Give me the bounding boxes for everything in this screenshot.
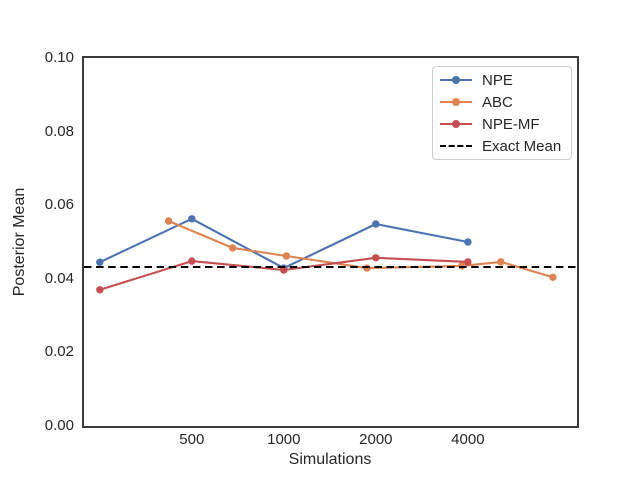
legend-label-npe-mf: NPE-MF <box>482 115 540 133</box>
legend-line-marker-icon <box>440 98 472 106</box>
legend-line-marker-icon <box>440 76 472 84</box>
legend-label-exact-mean: Exact Mean <box>482 137 562 155</box>
x-tick-label: 500 <box>179 431 205 448</box>
y-axis-label: Posterior Mean <box>11 187 28 297</box>
legend-label-npe: NPE <box>482 71 513 89</box>
legend-label-abc: ABC <box>482 93 513 111</box>
legend-dashed-line-icon <box>440 142 472 150</box>
x-axis-label: Simulations <box>288 451 372 468</box>
y-tick-label: 0.08 <box>44 122 74 140</box>
y-tick-label: 0.02 <box>44 343 74 361</box>
y-tick-label: 0.06 <box>44 196 74 214</box>
y-tick-label: 0.00 <box>44 417 74 434</box>
legend-item-npe-mf: NPE-MF <box>440 113 561 135</box>
x-tick-label: 4000 <box>451 431 485 448</box>
y-tick-label: 0.10 <box>44 49 74 66</box>
legend-item-exact-mean: Exact Mean <box>440 135 561 157</box>
plot-area: NPE ABC NPE-MF Exact Mean <box>82 56 579 428</box>
chart-canvas <box>84 215 577 294</box>
legend: NPE ABC NPE-MF Exact Mean <box>432 66 573 160</box>
legend-item-npe: NPE <box>440 69 561 91</box>
legend-line-marker-icon <box>440 120 472 128</box>
x-tick-label: 1000 <box>267 431 301 448</box>
x-tick-label: 2000 <box>359 431 393 448</box>
y-tick-label: 0.04 <box>44 269 74 287</box>
legend-item-abc: ABC <box>440 91 561 113</box>
